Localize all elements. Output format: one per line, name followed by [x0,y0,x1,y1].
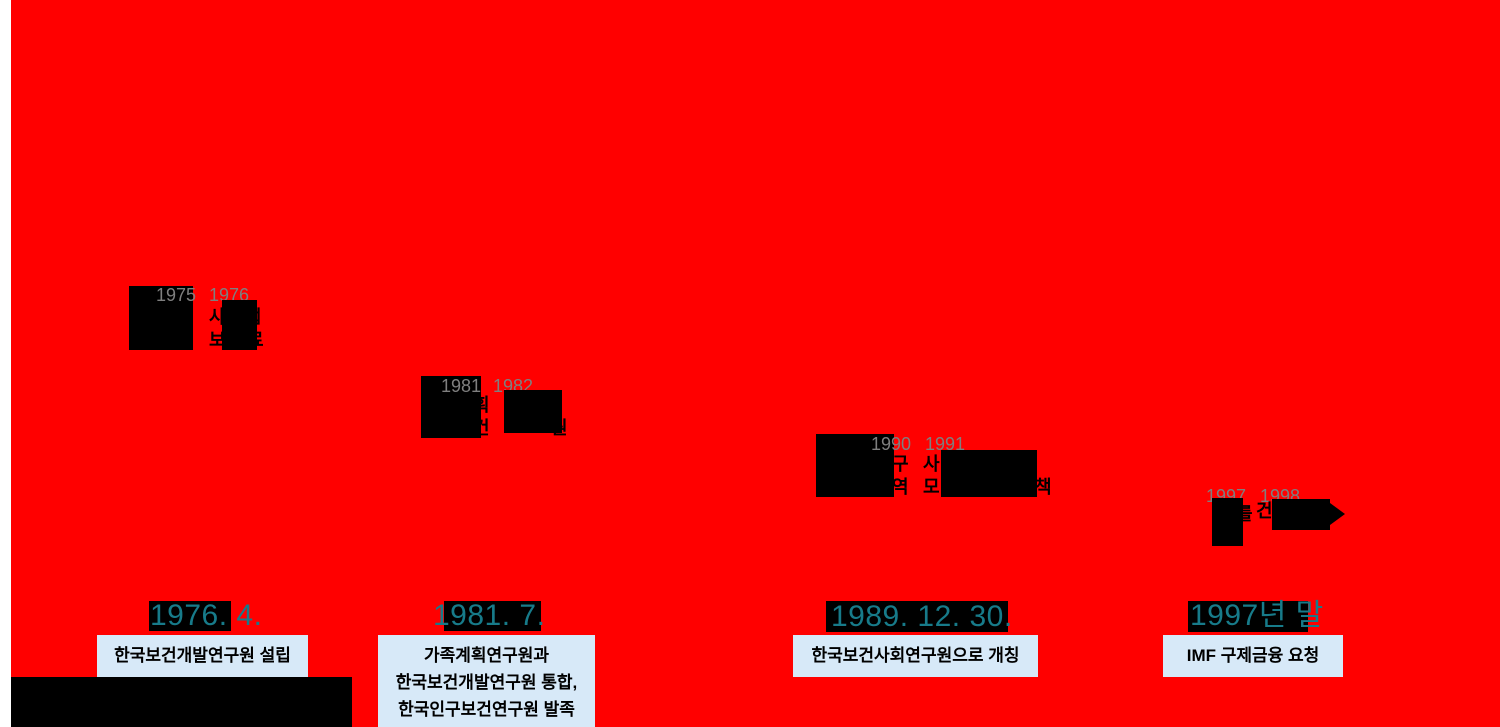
date-highlight [826,601,1008,632]
event-label-box: IMF 구제금융 요청 [1163,635,1343,677]
event-label-text: 한국보건사회연구원으로 개칭 [811,646,1020,665]
event-label-box: 가족계획연구원과 한국보건개발연구원 통합, 한국인구보건연구원 발족 [378,635,595,727]
timeline-date: 1981. 7. [433,599,546,632]
year-label: 1975 [156,285,197,305]
text-fragment: 책 [1035,477,1052,497]
event-label-text: 한국보건개발연구원 설립 [114,646,291,665]
date-highlight [1188,601,1308,632]
timeline-date: 1976. 4. [150,599,263,632]
text-fragment: 보 [209,330,226,350]
text-fragment: 건 [1256,501,1273,521]
year-label: 1976 [209,285,250,305]
redaction-box [222,300,257,350]
text-fragment: 모 [923,477,940,497]
redaction-box [1212,498,1243,546]
text-fragment: 획 [473,395,490,415]
arrow-right-icon [1330,503,1345,525]
redaction-box [941,450,1037,497]
text-fragment: 역 [892,477,909,497]
year-label: 1990 [871,434,912,454]
event-label-text: 한국인구보건연구원 발족 [398,700,575,719]
text-fragment: 사 [209,307,226,327]
event-label-box: 한국보건사회연구원으로 개칭 [793,635,1038,677]
timeline-date: 1989. 12. 30. [831,600,1013,633]
text-fragment: 구 [892,454,909,474]
event-label-box: 한국보건개발연구원 설립 [97,635,308,677]
event-label-text: IMF 구제금융 요청 [1186,646,1320,665]
redaction-box [129,286,193,350]
text-fragment: 건 [473,418,490,438]
text-fragment: 사 [923,454,940,474]
redaction-box [421,376,481,438]
date-highlight [149,601,231,631]
year-label: 1981 [441,376,482,396]
year-label: 1991 [925,434,966,454]
date-highlight [444,601,541,631]
event-label-text: 가족계획연구원과 [423,646,550,665]
redaction-box [11,677,352,727]
redaction-box [504,390,562,433]
redaction-box [816,434,894,497]
redaction-box [1272,499,1330,530]
timeline-date: 1997년 말 [1190,599,1324,632]
event-label-text: 한국보건개발연구원 통합, [395,673,578,692]
